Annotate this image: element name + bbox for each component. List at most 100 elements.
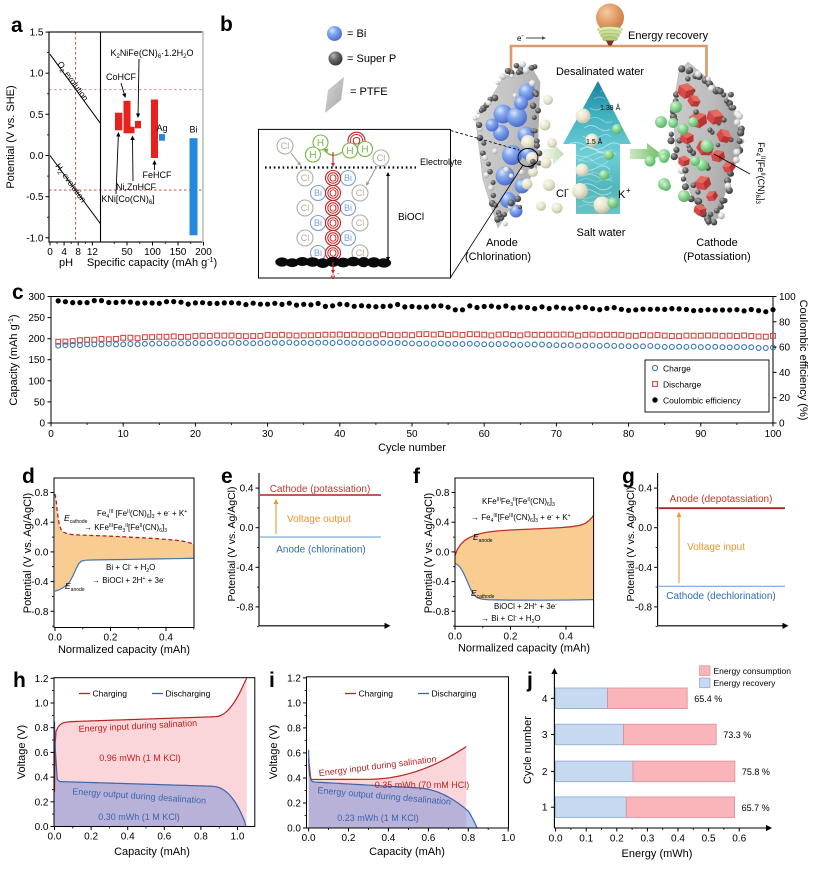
svg-text:8: 8 [75, 247, 81, 258]
svg-text:b: b [220, 13, 233, 36]
svg-text:150: 150 [170, 247, 187, 258]
svg-text:0.1: 0.1 [579, 834, 593, 845]
svg-text:O: O [329, 189, 337, 200]
svg-text:= Bi: = Bi [347, 28, 366, 40]
svg-text:H: H [361, 145, 368, 156]
svg-text:Charge: Charge [663, 364, 691, 374]
svg-text:(Potassiation): (Potassiation) [683, 251, 750, 263]
svg-text:Cathode (potassiation): Cathode (potassiation) [270, 484, 371, 495]
svg-text:0: 0 [47, 247, 53, 258]
svg-text:H: H [346, 146, 353, 157]
svg-text:0.4: 0.4 [240, 484, 254, 495]
svg-text:1.0: 1.0 [501, 833, 515, 844]
svg-text:Ecathode​: Ecathode​ [471, 588, 495, 600]
svg-text:Bi: Bi [314, 188, 322, 198]
svg-text:0.2: 0.2 [104, 633, 118, 644]
svg-text:0.2: 0.2 [287, 799, 301, 810]
svg-text:Cl: Cl [556, 188, 566, 200]
svg-text:BiOCl + 2H+​ + 3e-​: BiOCl + 2H+​ + 3e-​ [494, 602, 557, 611]
svg-text:Cl: Cl [356, 188, 365, 198]
svg-text:Charging: Charging [93, 689, 128, 699]
svg-text:60: 60 [779, 343, 791, 354]
svg-text:j: j [526, 669, 533, 692]
svg-text:100: 100 [779, 292, 796, 303]
svg-text:a: a [11, 14, 23, 37]
svg-text:Cl: Cl [377, 153, 386, 163]
svg-text:Bi + Cl-​ + H2​O: Bi + Cl-​ + H2​O [106, 563, 155, 574]
svg-text:→ Bi + Cl-​ + H2​O: → Bi + Cl-​ + H2​O [481, 614, 541, 625]
svg-text:Energy consumption: Energy consumption [714, 666, 792, 676]
svg-text:O: O [329, 174, 337, 185]
svg-text:200: 200 [195, 247, 212, 258]
svg-text:K: K [618, 189, 626, 201]
svg-text:-0.8: -0.8 [432, 607, 450, 618]
svg-text:0.2: 0.2 [35, 797, 49, 808]
svg-text:Bi: Bi [314, 218, 322, 228]
svg-text:Anode (depotassiation): Anode (depotassiation) [670, 494, 773, 505]
svg-text:Cathode: Cathode [696, 237, 738, 249]
svg-text:Capacity (mAh): Capacity (mAh) [369, 846, 445, 858]
svg-text:1.38 Å: 1.38 Å [600, 103, 621, 112]
svg-text:H: H [317, 138, 324, 149]
svg-text:40: 40 [779, 368, 791, 379]
svg-text:0.6: 0.6 [35, 748, 49, 759]
svg-text:0.2: 0.2 [504, 631, 518, 642]
svg-text:0.35 mWh (70 mM HCl): 0.35 mWh (70 mM HCl) [375, 780, 470, 790]
svg-text:75.8 %: 75.8 % [742, 767, 770, 777]
svg-text:+: + [626, 186, 631, 195]
svg-text:150: 150 [28, 355, 45, 366]
svg-text:4: 4 [542, 694, 548, 705]
svg-text:Voltage (V): Voltage (V) [16, 725, 28, 779]
svg-text:1: 1 [542, 803, 548, 814]
svg-text:Coulombic efficiency (%): Coulombic efficiency (%) [797, 300, 809, 421]
svg-text:Cl: Cl [301, 233, 310, 243]
svg-text:0: 0 [779, 419, 785, 430]
svg-text:-: - [522, 33, 525, 40]
svg-text:30: 30 [262, 429, 274, 440]
svg-text:250: 250 [28, 313, 45, 324]
svg-text:O2 evolution: O2 evolution [54, 59, 91, 104]
svg-text:O: O [329, 204, 337, 215]
svg-text:Energy recovery: Energy recovery [714, 678, 777, 688]
svg-text:200: 200 [28, 334, 45, 345]
svg-text:1.0: 1.0 [30, 69, 44, 80]
svg-text:-0.4: -0.4 [31, 577, 49, 588]
svg-text:Fe4​III​ [FeII​(CN)6​]3​ + e-​: Fe4​III​ [FeII​(CN)6​]3​ + e-​ + K+​ [97, 509, 187, 520]
svg-text:0.8: 0.8 [35, 723, 49, 734]
svg-text:CoHCF: CoHCF [106, 72, 137, 82]
svg-text:20: 20 [779, 393, 791, 404]
svg-text:Charging: Charging [359, 689, 394, 699]
svg-text:65.7 %: 65.7 % [742, 803, 770, 813]
svg-text:1.0: 1.0 [287, 698, 301, 709]
svg-text:0.2: 0.2 [84, 832, 98, 843]
svg-text:0.4: 0.4 [121, 832, 135, 843]
svg-text:0.0: 0.0 [638, 523, 652, 534]
svg-text:O: O [329, 219, 337, 230]
svg-text:50: 50 [121, 247, 133, 258]
svg-text:= PTFE: = PTFE [350, 86, 388, 98]
svg-text:0.96 mWh (1 M KCl): 0.96 mWh (1 M KCl) [99, 753, 181, 763]
svg-text:0.0: 0.0 [302, 833, 316, 844]
svg-text:(Chlorination): (Chlorination) [465, 251, 531, 263]
svg-text:0.8: 0.8 [35, 488, 49, 499]
svg-text:→ Fe4​III​[FeIII​(CN)6​]3​ + e: → Fe4​III​[FeIII​(CN)6​]3​ + e-​ + K+​ [471, 513, 571, 524]
svg-text:0.4: 0.4 [638, 484, 652, 495]
svg-text:0.0: 0.0 [240, 523, 254, 534]
svg-text:Desalinated water: Desalinated water [556, 66, 644, 78]
svg-text:0.0: 0.0 [30, 151, 44, 162]
svg-text:0.4: 0.4 [671, 834, 685, 845]
svg-text:0.8: 0.8 [436, 488, 450, 499]
svg-text:60: 60 [479, 429, 491, 440]
svg-text:1.2: 1.2 [287, 673, 301, 684]
svg-text:0.6: 0.6 [287, 748, 301, 759]
svg-text:i: i [269, 669, 275, 692]
svg-text:0.0: 0.0 [35, 547, 49, 558]
svg-text:0.2: 0.2 [610, 834, 624, 845]
svg-text:h: h [13, 669, 26, 692]
svg-text:2: 2 [542, 767, 548, 778]
svg-text:90: 90 [695, 429, 707, 440]
svg-text:0.2: 0.2 [342, 833, 356, 844]
svg-text:O: O [329, 249, 337, 260]
svg-text:50: 50 [34, 397, 46, 408]
svg-text:1.5: 1.5 [30, 28, 44, 39]
